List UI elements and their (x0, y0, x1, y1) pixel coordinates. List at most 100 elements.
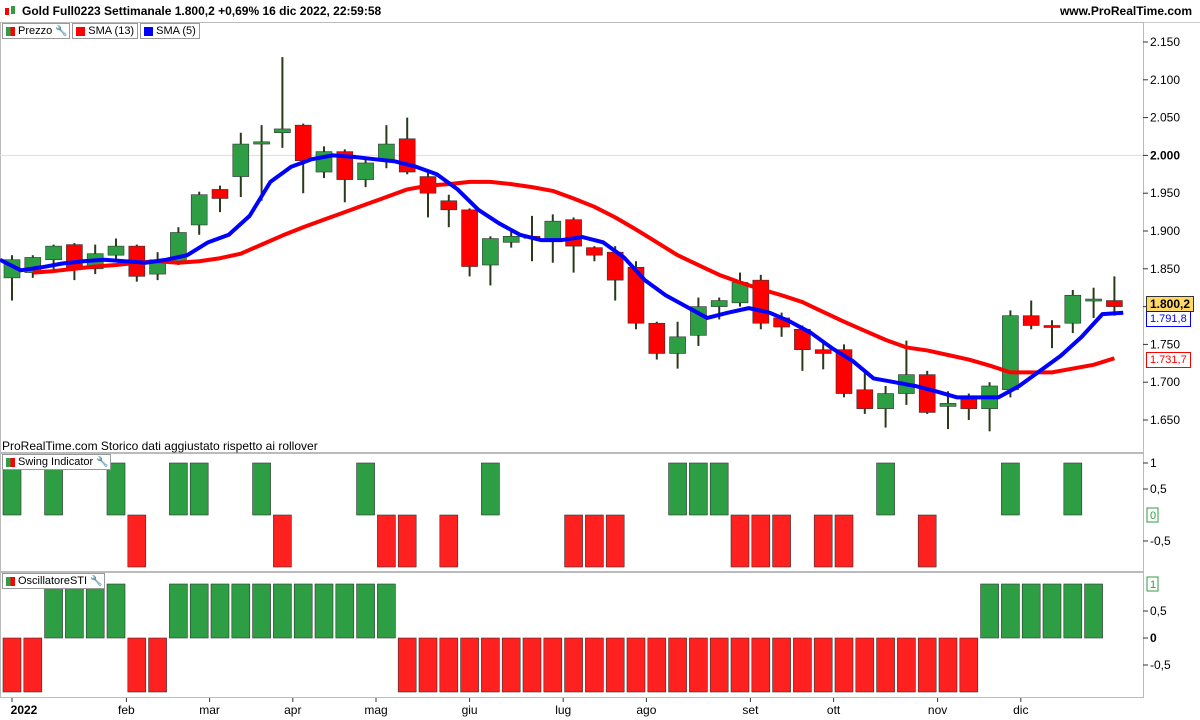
legend-swing[interactable]: Swing Indicator 🔧 (2, 454, 112, 470)
osc-bar (668, 637, 687, 693)
swing-bar (439, 514, 459, 568)
swatch-icon (76, 26, 86, 36)
legend-price[interactable]: Prezzo 🔧 (2, 23, 71, 39)
swing-panel (0, 453, 1144, 572)
osc-bar (377, 583, 396, 639)
osc-legend: OscillatoreSTI 🔧 (2, 573, 106, 589)
candle (856, 389, 874, 409)
y-tick-label: 1.650 (1150, 413, 1180, 427)
swing-bar (106, 462, 126, 516)
top-label: 1 (1150, 579, 1156, 591)
candle (274, 128, 291, 134)
swing-bar (127, 514, 147, 568)
osc-bar (647, 637, 667, 693)
osc-bar (605, 637, 625, 693)
osc-bar (44, 583, 63, 639)
candle (1043, 325, 1061, 328)
osc-bar (772, 637, 791, 693)
osc-bar (855, 637, 875, 693)
x-tick-label: mar (199, 703, 220, 717)
price-panel (0, 22, 1144, 453)
swing-bar (709, 462, 729, 516)
osc-panel (0, 572, 1144, 698)
zero-label: 0 (1150, 510, 1156, 522)
legend-sma5[interactable]: SMA (5) (140, 23, 200, 39)
candle (440, 200, 458, 211)
osc-bar (1021, 583, 1041, 639)
osc-bar (252, 583, 271, 639)
top-box (1146, 576, 1159, 592)
candle (482, 238, 499, 266)
candle (253, 141, 270, 145)
candle (336, 151, 354, 180)
osc-bar (273, 583, 292, 639)
sma13-line (32, 179, 1116, 375)
site-link[interactable]: www.ProRealTime.com (1059, 4, 1192, 18)
swing-bar (668, 462, 687, 516)
candlestick-icon (6, 26, 15, 36)
osc-bar (813, 637, 833, 693)
osc-bar (2, 637, 22, 693)
candle (710, 300, 728, 307)
y-tick-label: 2.150 (1150, 35, 1180, 49)
swing-bar (689, 462, 708, 516)
y-tick-label: 1.950 (1150, 186, 1180, 200)
price-legend: Prezzo 🔧 SMA (13) SMA (5) (2, 23, 200, 39)
candle (627, 266, 645, 324)
candle (1064, 294, 1082, 324)
y-tick-label: -0,5 (1150, 658, 1171, 672)
candle (378, 143, 395, 160)
candle (648, 322, 666, 354)
candle (211, 189, 229, 199)
swing-bar (252, 462, 271, 516)
legend-osc[interactable]: OscillatoreSTI 🔧 (2, 573, 106, 589)
x-tick-label: feb (118, 703, 135, 717)
osc-bar (522, 637, 542, 693)
osc-bar (210, 583, 230, 639)
swing-bar (876, 462, 895, 516)
y-tick-label: 1 (1150, 456, 1157, 470)
osc-bar (564, 637, 583, 693)
osc-bar (501, 637, 521, 693)
osc-bar (959, 637, 979, 693)
osc-bar (481, 637, 500, 693)
swing-bar (730, 514, 750, 568)
candle (918, 374, 936, 413)
y-tick-label: 2.100 (1150, 73, 1180, 87)
sma5-line (0, 153, 1124, 400)
last-price-label: 1.800,2 (1146, 296, 1195, 312)
osc-bar (917, 637, 937, 693)
osc-bar (834, 637, 854, 693)
indicator-icon (6, 457, 15, 467)
candle (814, 349, 832, 354)
osc-bar (980, 583, 999, 639)
y-tick-label: 0,5 (1150, 482, 1167, 496)
wrench-icon[interactable]: 🔧 (96, 456, 109, 468)
y-tick-label: 0 (1150, 631, 1157, 645)
y-tick-label: 0,5 (1150, 604, 1167, 618)
osc-bar (356, 583, 375, 639)
swing-bar (605, 514, 625, 568)
osc-bar (189, 583, 209, 639)
osc-bar (23, 637, 43, 693)
legend-sma13[interactable]: SMA (13) (72, 23, 139, 39)
wrench-icon[interactable]: 🔧 (90, 575, 103, 587)
wrench-icon[interactable]: 🔧 (55, 25, 68, 37)
chart-title: Gold Full0223 Settimanale 1.800,2 +0,69%… (22, 4, 382, 18)
swing-bar (189, 462, 209, 516)
swing-bar (377, 514, 396, 568)
osc-bar (335, 583, 355, 639)
candle (1106, 300, 1123, 307)
swing-bar (564, 514, 583, 568)
swing-bar (1001, 462, 1020, 516)
osc-bar (730, 637, 750, 693)
osc-bar (439, 637, 459, 693)
swing-bar (397, 514, 417, 568)
candle (107, 245, 125, 256)
candle (1085, 298, 1102, 302)
y-tick-label: 1.700 (1150, 375, 1180, 389)
candle (461, 209, 478, 267)
osc-bar (314, 583, 334, 639)
y-tick-label: 2.050 (1150, 111, 1180, 125)
